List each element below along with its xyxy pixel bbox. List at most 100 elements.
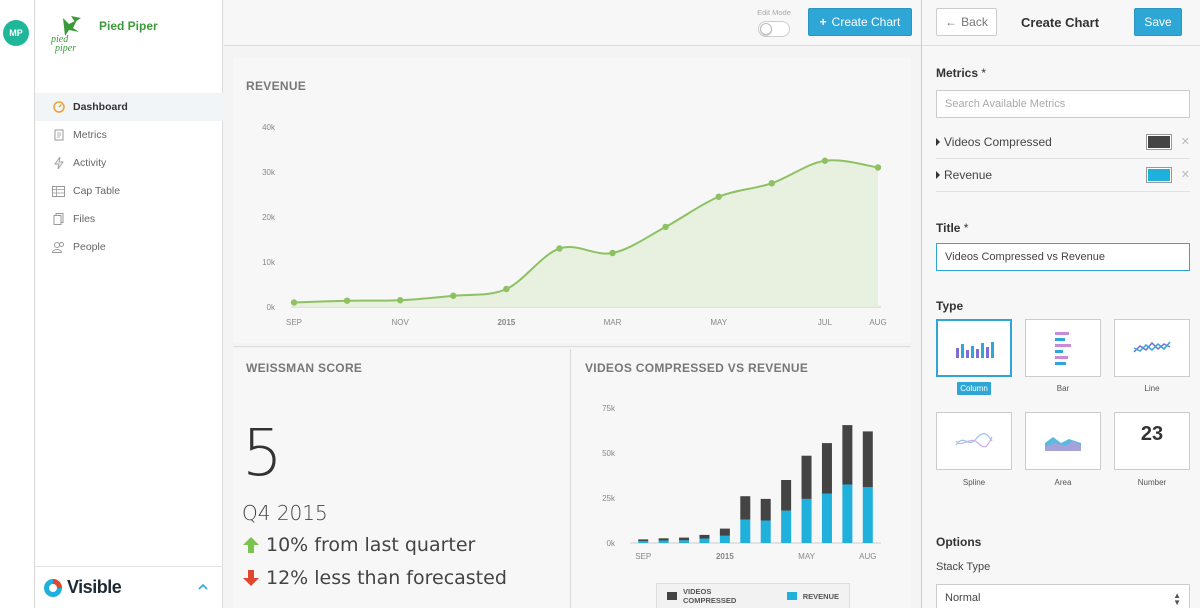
revenue-data-point	[821, 157, 829, 164]
stack-type-value: Normal	[945, 592, 981, 604]
column-divider	[570, 349, 571, 608]
chart-type-label-spline: Spline	[936, 478, 1012, 487]
legend-swatch	[667, 592, 677, 600]
left-rail: MP	[0, 0, 35, 608]
arrow-up-icon	[243, 537, 259, 553]
remove-metric-icon[interactable]: ✕	[1180, 136, 1190, 148]
type-label-text: Line	[1144, 384, 1160, 393]
user-avatar[interactable]: MP	[3, 20, 29, 46]
metrics-icon	[52, 129, 65, 142]
number-type-glyph: 23	[1140, 423, 1164, 445]
remove-metric-icon[interactable]: ✕	[1180, 169, 1190, 181]
chart-type-area[interactable]	[1025, 412, 1101, 470]
weissman-score-value: 5	[242, 417, 283, 491]
revenue-card-title: REVENUE	[246, 79, 307, 93]
type-label: Type	[936, 299, 964, 313]
sidebar-item-activity[interactable]: Activity	[35, 149, 223, 177]
y-tick-label: 40k	[262, 123, 276, 132]
chart-type-number[interactable]: 23	[1114, 412, 1190, 470]
revenue-data-point	[768, 180, 776, 187]
videos-compressed-bar	[781, 480, 792, 511]
chart-legend: VIDEOS COMPRESSED REVENUE	[656, 583, 850, 608]
legend-item-revenue[interactable]: REVENUE	[786, 592, 839, 601]
footer-brand-name: Visible	[67, 577, 122, 597]
create-chart-label: Create Chart	[831, 15, 901, 29]
create-chart-button[interactable]: + Create Chart	[808, 8, 912, 36]
sidebar-nav: Dashboard Metrics Activity Cap Table Fil…	[35, 93, 223, 261]
revenue-bar	[842, 484, 853, 543]
area-chart-icon	[1045, 437, 1081, 451]
sidebar-item-people[interactable]: People	[35, 233, 223, 261]
back-button[interactable]: ← Back	[936, 8, 997, 36]
edit-mode-toggle[interactable]	[758, 21, 790, 37]
chart-title-input[interactable]	[936, 243, 1190, 271]
chart-type-column[interactable]	[936, 319, 1012, 377]
videos-compressed-bar	[699, 534, 710, 539]
sidebar-item-cap-table[interactable]: Cap Table	[35, 177, 223, 205]
revenue-data-point	[609, 249, 616, 257]
revenue-data-point	[874, 164, 882, 171]
revenue-data-point	[715, 193, 722, 200]
people-icon	[52, 241, 65, 254]
x-tick-label: JUL	[818, 318, 833, 327]
y-tick-label: 30k	[262, 168, 276, 177]
dashboard-toolbar: Edit Mode + Create Chart	[224, 0, 921, 46]
chart-type-line[interactable]	[1114, 319, 1190, 377]
sidebar-item-files[interactable]: Files	[35, 205, 223, 233]
metrics-search-input[interactable]	[936, 90, 1190, 118]
metric-color-picker[interactable]	[1146, 167, 1172, 183]
revenue-bar	[740, 519, 751, 543]
caret-right-icon	[936, 171, 940, 179]
column-chart-icon	[956, 342, 994, 358]
metric-row-videos-compressed[interactable]: Videos Compressed ✕	[936, 126, 1190, 159]
metric-row-revenue[interactable]: Revenue ✕	[936, 159, 1190, 192]
metric-color-picker[interactable]	[1146, 134, 1172, 150]
arrow-down-icon	[243, 570, 259, 586]
legend-label: VIDEOS COMPRESSED	[683, 587, 737, 605]
y-tick-label: 25k	[602, 494, 616, 503]
sidebar-footer: Visible	[35, 566, 223, 608]
caret-right-icon	[936, 138, 940, 146]
sidebar-item-dashboard[interactable]: Dashboard	[35, 93, 223, 121]
revenue-bar	[719, 535, 730, 543]
chevron-up-icon[interactable]	[197, 581, 209, 593]
revenue-area-fill	[294, 160, 878, 307]
metrics-label: Metrics *	[936, 66, 986, 80]
delta-down: 12% less than forecasted	[242, 567, 507, 589]
required-mark: *	[981, 66, 987, 80]
edit-mode-control: Edit Mode	[752, 8, 796, 37]
save-button[interactable]: Save	[1134, 8, 1182, 36]
sidebar-item-metrics[interactable]: Metrics	[35, 121, 223, 149]
company-name: Pied Piper	[99, 19, 158, 33]
y-tick-label: 50k	[602, 449, 616, 458]
line-chart-icon	[1133, 341, 1171, 353]
legend-item-videos[interactable]: VIDEOS COMPRESSED	[667, 587, 767, 605]
revenue-bar	[658, 540, 669, 543]
chart-type-spline[interactable]	[936, 412, 1012, 470]
chart-type-bar[interactable]	[1025, 319, 1101, 377]
videos-vs-revenue-chart: 0k 25k 50k 75k SEP 2015 MAY AUG	[602, 404, 881, 561]
revenue-bar	[679, 540, 690, 543]
color-swatch	[1148, 169, 1170, 181]
videos-compressed-bar	[719, 528, 730, 536]
company-brand[interactable]: pied piper Pied Piper	[49, 14, 158, 54]
stack-type-select[interactable]: Normal ▲ ▼	[936, 584, 1190, 608]
activity-icon	[52, 157, 65, 170]
delta-up-text: 10% from last quarter	[266, 534, 476, 556]
chart-type-label-number: Number	[1114, 478, 1190, 487]
svg-text:piper: piper	[54, 43, 76, 54]
revenue-bar	[862, 487, 873, 543]
type-label-text: Column	[957, 382, 991, 395]
sidebar: pied piper Pied Piper Dashboard Metrics …	[35, 0, 223, 608]
videos-compressed-bar	[801, 455, 812, 499]
sidebar-item-label: Dashboard	[73, 101, 128, 113]
title-label: Title *	[936, 221, 968, 235]
stack-type-label: Stack Type	[936, 561, 991, 573]
revenue-bar	[781, 510, 792, 543]
panel-title: Create Chart	[1021, 15, 1100, 30]
revenue-data-point	[343, 297, 351, 304]
revenue-chart: 0k 10k 20k 30k 40k SEP NOV 2015 MAR MAY JUL AUG	[262, 123, 887, 327]
videos-compressed-bar	[842, 425, 853, 485]
svg-text:pied: pied	[50, 34, 69, 45]
required-mark: *	[963, 221, 969, 235]
